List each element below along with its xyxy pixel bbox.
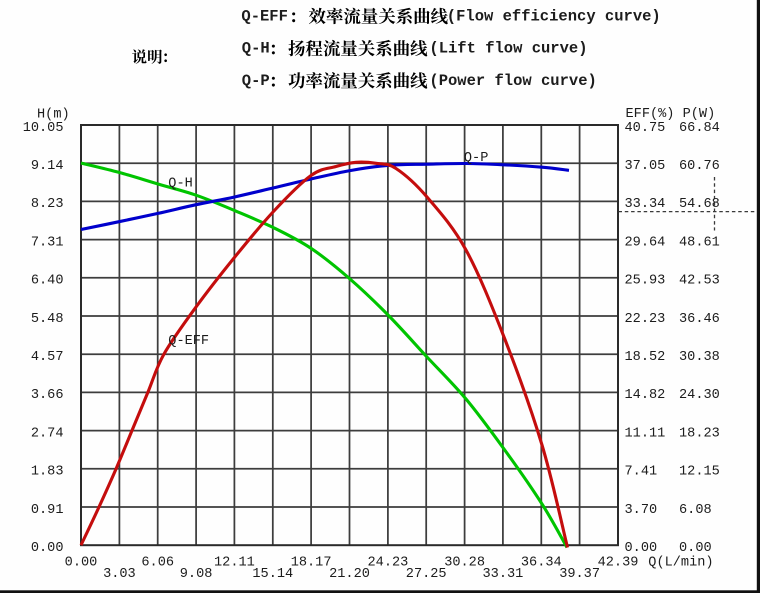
- svg-text:Q(L/min): Q(L/min): [648, 556, 713, 571]
- svg-text:3.03: 3.03: [103, 567, 136, 582]
- svg-text:60.76: 60.76: [679, 159, 720, 174]
- svg-text:Q-H: Q-H: [168, 176, 192, 191]
- svg-text:11.11: 11.11: [625, 426, 666, 441]
- svg-text:36.46: 36.46: [679, 312, 720, 327]
- svg-text:(Lift flow curve): (Lift flow curve): [429, 40, 587, 58]
- svg-text:37.05: 37.05: [625, 159, 666, 174]
- svg-text:54.68: 54.68: [679, 197, 720, 212]
- svg-text:0.00: 0.00: [65, 556, 98, 571]
- svg-text:9.14: 9.14: [31, 159, 64, 174]
- svg-text:36.34: 36.34: [521, 556, 562, 571]
- svg-text:15.14: 15.14: [252, 567, 293, 582]
- svg-text:0.00: 0.00: [31, 541, 64, 556]
- svg-text:7.41: 7.41: [625, 465, 658, 480]
- svg-text:18.17: 18.17: [291, 556, 332, 571]
- svg-text:0.91: 0.91: [31, 503, 64, 518]
- svg-text:7.31: 7.31: [31, 235, 64, 250]
- svg-text:6.06: 6.06: [141, 556, 174, 571]
- svg-text:18.52: 18.52: [625, 350, 666, 365]
- svg-text:30.38: 30.38: [679, 350, 720, 365]
- svg-text:10.05: 10.05: [23, 121, 64, 136]
- svg-text:42.53: 42.53: [679, 274, 720, 289]
- svg-text:Q-P: Q-P: [464, 151, 488, 166]
- svg-text:33.34: 33.34: [625, 197, 666, 212]
- svg-text:18.23: 18.23: [679, 426, 720, 441]
- svg-text:27.25: 27.25: [406, 567, 447, 582]
- svg-text:66.84: 66.84: [679, 121, 720, 136]
- svg-text:9.08: 9.08: [180, 567, 213, 582]
- svg-text:14.82: 14.82: [625, 388, 666, 403]
- svg-text:25.93: 25.93: [625, 274, 666, 289]
- svg-text:0.00: 0.00: [625, 541, 658, 556]
- svg-text:30.28: 30.28: [444, 556, 485, 571]
- svg-text:4.57: 4.57: [31, 350, 64, 365]
- svg-text:12.11: 12.11: [214, 556, 255, 571]
- svg-text:3.66: 3.66: [31, 388, 64, 403]
- svg-text:24.23: 24.23: [368, 556, 409, 571]
- svg-text:24.30: 24.30: [679, 388, 720, 403]
- svg-text:Q-EFF: Q-EFF: [168, 334, 209, 349]
- svg-text:40.75: 40.75: [625, 121, 666, 136]
- svg-text:22.23: 22.23: [625, 312, 666, 327]
- svg-text:6.40: 6.40: [31, 274, 64, 289]
- svg-text:33.31: 33.31: [483, 567, 524, 582]
- svg-text:48.61: 48.61: [679, 235, 720, 250]
- svg-text:Q-P: Q-P: [242, 72, 270, 90]
- svg-text:3.70: 3.70: [625, 503, 658, 518]
- svg-text:8.23: 8.23: [31, 197, 64, 212]
- svg-text:H(m): H(m): [37, 107, 70, 122]
- svg-text:2.74: 2.74: [31, 426, 64, 441]
- svg-text:21.20: 21.20: [329, 567, 370, 582]
- svg-text:6.08: 6.08: [679, 503, 712, 518]
- svg-text:EFF(%) P(W): EFF(%) P(W): [626, 107, 716, 122]
- svg-text:5.48: 5.48: [31, 312, 64, 327]
- svg-text:(Flow efficiency curve): (Flow efficiency curve): [447, 7, 661, 25]
- svg-text:(Power flow curve): (Power flow curve): [429, 72, 596, 90]
- svg-text:39.37: 39.37: [559, 567, 600, 582]
- svg-text:1.83: 1.83: [31, 465, 64, 480]
- svg-text:Q-EFF: Q-EFF: [241, 7, 288, 25]
- svg-text:29.64: 29.64: [625, 235, 666, 250]
- svg-text:0.00: 0.00: [679, 541, 712, 556]
- svg-text:Q-H: Q-H: [242, 40, 270, 58]
- svg-text:42.39: 42.39: [598, 556, 639, 571]
- svg-text:12.15: 12.15: [679, 465, 720, 480]
